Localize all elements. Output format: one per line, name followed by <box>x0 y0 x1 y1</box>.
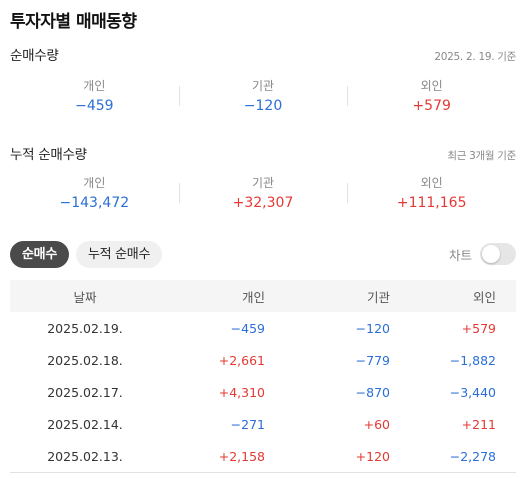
cumulative-stat-foreign: 외인 +111,165 <box>347 175 516 213</box>
stat-label: 개인 <box>83 79 106 93</box>
header-foreign: 외인 <box>472 289 496 305</box>
page-title: 투자자별 매매동향 <box>10 12 137 32</box>
stat-value: +111,165 <box>396 195 467 211</box>
row-institution: +120 <box>355 448 390 464</box>
stat-label: 외인 <box>420 176 443 190</box>
table-row: 2025.02.13. +2,158 +120 −2,278 <box>10 440 516 472</box>
table-row: 2025.02.19. −459 −120 +579 <box>10 312 516 344</box>
row-individual: +4,310 <box>218 384 265 400</box>
view-tabs: 순매수 누적 순매수 <box>10 241 163 268</box>
toggle-knob <box>482 245 500 263</box>
daily-stat-institution: 기관 −120 <box>178 78 348 116</box>
row-foreign: −1,882 <box>449 352 496 368</box>
table-header: 날짜 개인 기관 외인 <box>10 280 516 312</box>
trading-table: 날짜 개인 기관 외인 2025.02.19. −459 −120 +579 2025.… <box>10 280 516 473</box>
header-individual: 개인 <box>241 289 265 305</box>
tab-net-buy[interactable]: 순매수 <box>10 241 69 268</box>
cumulative-stat-individual: 개인 −143,472 <box>10 175 179 213</box>
row-individual: +2,158 <box>218 448 265 464</box>
row-date: 2025.02.19. <box>47 320 123 336</box>
row-foreign: −2,278 <box>449 448 496 464</box>
chart-toggle-switch[interactable] <box>480 243 516 265</box>
cumulative-section-title: 누적 순매수량 <box>10 147 87 163</box>
stat-value: −143,472 <box>59 195 130 211</box>
cumulative-period-note: 최근 3개월 기준 <box>447 150 516 162</box>
row-individual: +2,661 <box>218 352 265 368</box>
row-date: 2025.02.14. <box>47 416 123 432</box>
stat-label: 외인 <box>420 79 443 93</box>
stat-value: −459 <box>75 98 114 114</box>
row-date: 2025.02.13. <box>47 448 123 464</box>
row-date: 2025.02.18. <box>47 352 123 368</box>
table-row: 2025.02.17. +4,310 −870 −3,440 <box>10 376 516 408</box>
cumulative-stat-institution: 기관 +32,307 <box>178 175 348 213</box>
table-row: 2025.02.18. +2,661 −779 −1,882 <box>10 344 516 376</box>
row-individual: −271 <box>230 416 265 432</box>
stat-value: −120 <box>243 98 283 114</box>
cumulative-stats: 개인 −143,472 기관 +32,307 외인 +111,165 <box>10 175 516 213</box>
stat-label: 개인 <box>83 176 106 190</box>
tab-cumulative-net-buy[interactable]: 누적 순매수 <box>75 241 163 268</box>
row-date: 2025.02.17. <box>47 384 123 400</box>
stat-label: 기관 <box>251 79 275 93</box>
stat-value: +32,307 <box>232 195 294 211</box>
daily-header: 순매수량 2025. 2. 19. 기준 <box>10 44 516 64</box>
row-institution: −779 <box>355 352 390 368</box>
row-institution: −870 <box>355 384 390 400</box>
header-date: 날짜 <box>73 289 97 305</box>
daily-stat-foreign: 외인 +579 <box>347 78 516 116</box>
stat-label: 기관 <box>251 176 275 190</box>
table-row: 2025.02.14. −271 +60 +211 <box>10 408 516 440</box>
daily-stats: 개인 −459 기관 −120 외인 +579 <box>10 78 516 116</box>
stat-value: +579 <box>412 98 451 114</box>
row-foreign: +211 <box>461 416 496 432</box>
row-individual: −459 <box>230 320 265 336</box>
cumulative-header: 누적 순매수량 최근 3개월 기준 <box>10 143 516 163</box>
daily-stat-individual: 개인 −459 <box>10 78 179 116</box>
table-divider <box>10 472 516 473</box>
row-foreign: −3,440 <box>449 384 496 400</box>
header-institution: 기관 <box>366 289 390 305</box>
chart-toggle: 차트 <box>449 243 516 265</box>
row-foreign: +579 <box>461 320 496 336</box>
row-institution: −120 <box>355 320 390 336</box>
chart-toggle-label: 차트 <box>448 247 472 263</box>
row-institution: +60 <box>363 416 390 432</box>
daily-section-title: 순매수량 <box>10 48 59 64</box>
daily-date-note: 2025. 2. 19. 기준 <box>434 51 516 63</box>
